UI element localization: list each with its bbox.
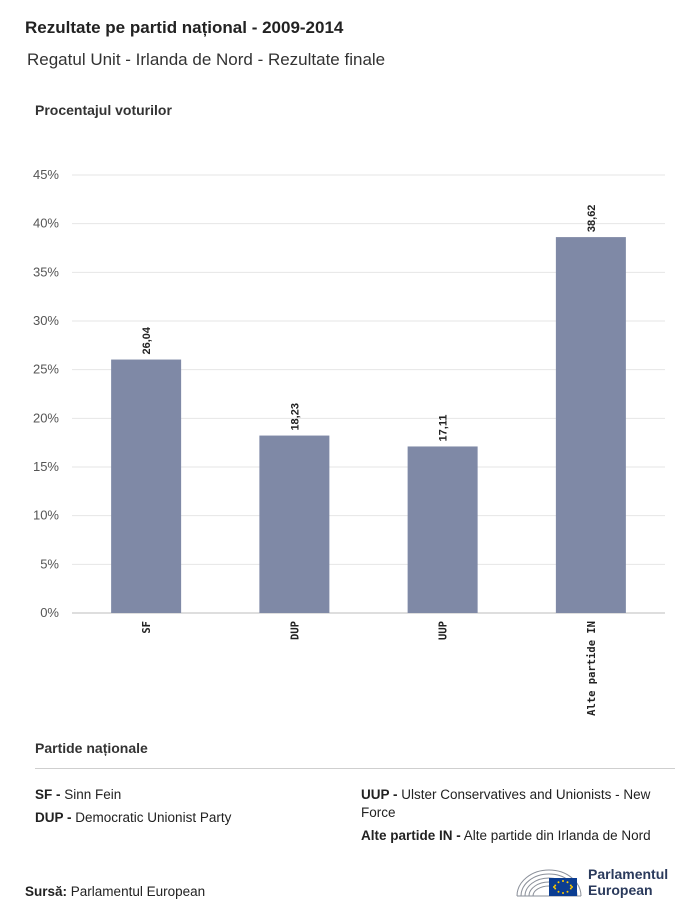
legend-name: Ulster Conservatives and Unionists - New… bbox=[361, 787, 651, 820]
legend-column-left: SF - Sinn Fein DUP - Democratic Unionist… bbox=[35, 786, 325, 832]
y-tick-label: 40% bbox=[33, 216, 59, 231]
y-tick-label: 25% bbox=[33, 362, 59, 377]
y-tick-label: 30% bbox=[33, 313, 59, 328]
legend-name: Alte partide din Irlanda de Nord bbox=[463, 828, 651, 843]
bar-dup bbox=[259, 435, 330, 613]
y-tick-label: 35% bbox=[33, 264, 59, 279]
x-tick-label: UUP bbox=[438, 621, 450, 640]
legend-abbr: DUP - bbox=[35, 810, 72, 825]
y-tick-label: 45% bbox=[33, 167, 59, 182]
data-label: 17,11 bbox=[438, 415, 450, 442]
y-tick-label: 5% bbox=[40, 556, 59, 571]
chart-title: Rezultate pe partid național - 2009-2014 bbox=[25, 18, 344, 37]
bar-sf bbox=[111, 359, 182, 613]
y-tick-label: 0% bbox=[40, 605, 59, 620]
y-axis-label: Procentajul voturilor bbox=[35, 102, 172, 118]
legend-entry-dup: DUP - Democratic Unionist Party bbox=[35, 809, 325, 827]
x-tick-label: SF bbox=[141, 621, 153, 634]
legend-name: Democratic Unionist Party bbox=[75, 810, 232, 825]
y-tick-label: 10% bbox=[33, 508, 59, 523]
legend-entry-alte-partide: Alte partide IN - Alte partide din Irlan… bbox=[361, 827, 676, 845]
data-label: 26,04 bbox=[141, 326, 153, 354]
legend-column-right: UUP - Ulster Conservatives and Unionists… bbox=[361, 786, 676, 850]
legend-abbr: SF - bbox=[35, 787, 61, 802]
logo-text: Parlamentul European bbox=[588, 866, 668, 898]
y-tick-label: 20% bbox=[33, 410, 59, 425]
data-label: 38,62 bbox=[586, 205, 598, 233]
bar-chart: 0% 5% 10% 15% 20% 25% 30% 35% 40% 45% 26,04 SF 18,23… bbox=[33, 167, 665, 716]
x-tick-label: DUP bbox=[289, 621, 301, 640]
bar-alte-partide-in bbox=[555, 237, 626, 613]
y-tick-label: 15% bbox=[33, 459, 59, 474]
logo-line-2: European bbox=[588, 882, 653, 898]
chart-subtitle: Regatul Unit - Irlanda de Nord - Rezulta… bbox=[27, 50, 386, 69]
source-label: Sursă: bbox=[25, 884, 68, 899]
legend-abbr: Alte partide IN - bbox=[361, 828, 461, 843]
legend-name: Sinn Fein bbox=[64, 787, 122, 802]
legend-abbr: UUP - bbox=[361, 787, 398, 802]
bar-uup bbox=[407, 446, 478, 613]
legend-entry-uup: UUP - Ulster Conservatives and Unionists… bbox=[361, 786, 676, 822]
x-tick-label: Alte partide IN bbox=[586, 621, 598, 716]
legend-divider bbox=[35, 768, 675, 769]
source-value: Parlamentul European bbox=[70, 884, 206, 899]
source-note: Sursă: Parlamentul European bbox=[25, 884, 205, 899]
data-label: 18,23 bbox=[289, 403, 301, 431]
logo-line-1: Parlamentul bbox=[588, 866, 669, 882]
european-parliament-logo: Parlamentul European bbox=[515, 862, 680, 900]
legend-title: Partide naționale bbox=[35, 740, 148, 756]
hemicycle-icon bbox=[516, 869, 582, 897]
legend-entry-sf: SF - Sinn Fein bbox=[35, 786, 325, 804]
